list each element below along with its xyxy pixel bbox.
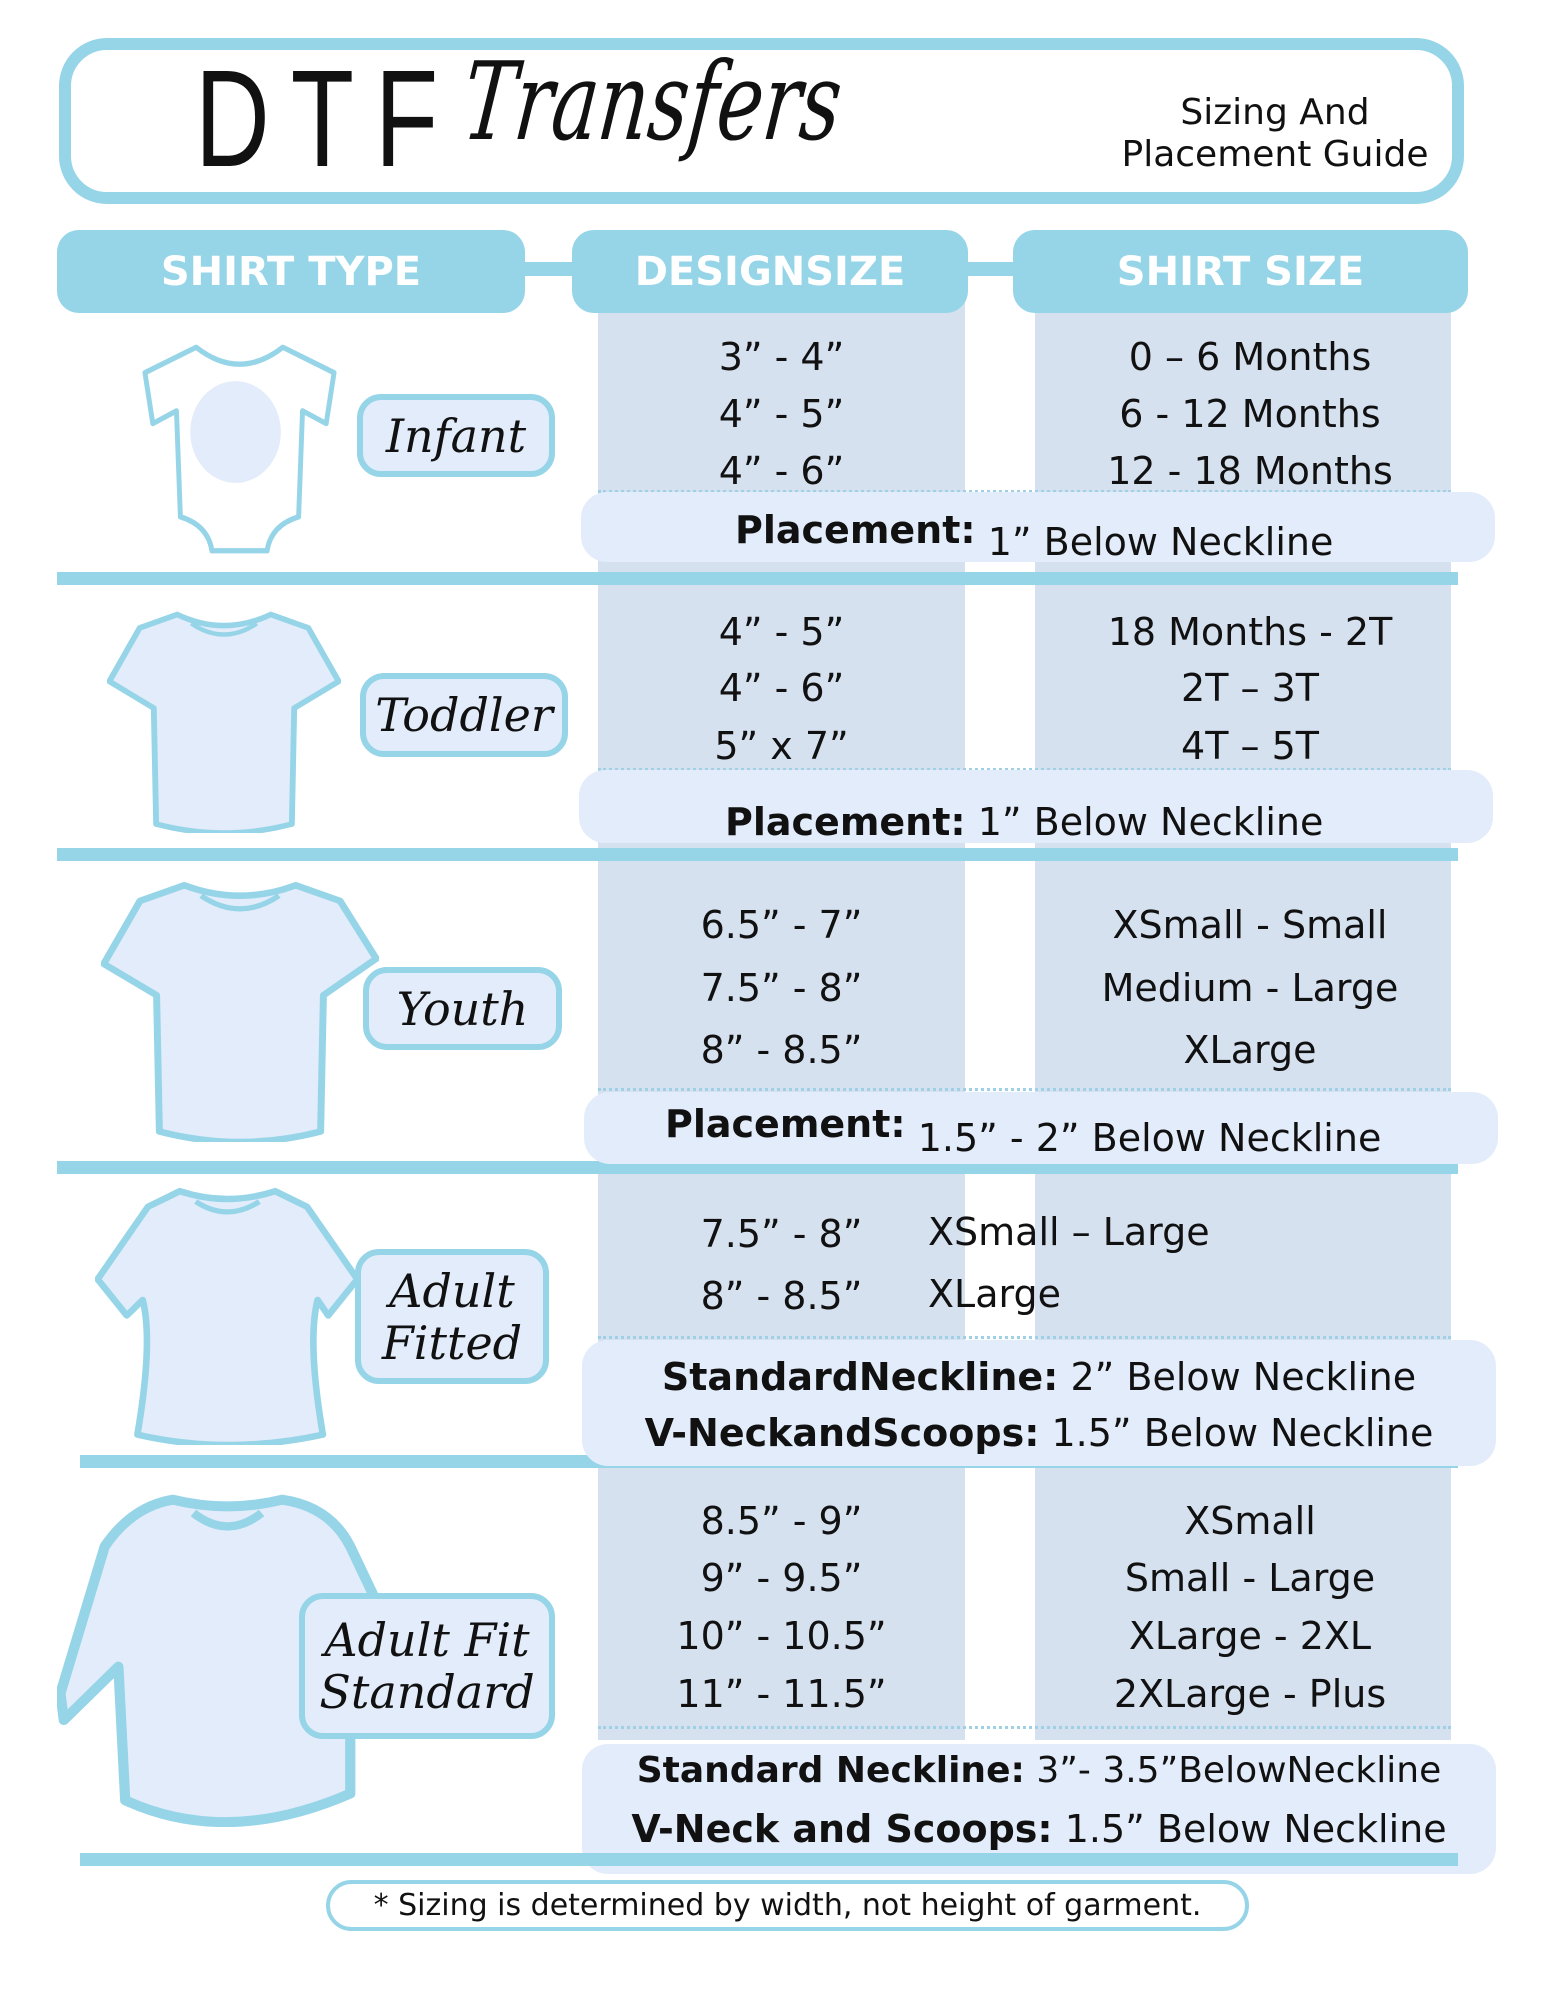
shirt-size: 0 – 6 Months <box>1128 335 1372 379</box>
shirt-type-label-youth: Youth <box>363 967 562 1050</box>
shirt-size: 4T – 5T <box>1181 724 1319 768</box>
design-size: 4” - 5” <box>718 610 845 654</box>
shirt-size: 18 Months - 2T <box>1107 610 1393 654</box>
row-divider <box>57 1161 1458 1174</box>
design-size: 5” x 7” <box>714 724 849 768</box>
design-size: 6.5” - 7” <box>700 903 863 947</box>
design-size: 4” - 5” <box>718 392 845 436</box>
tshirt-icon <box>101 880 379 1142</box>
placement-pill <box>582 1340 1496 1466</box>
design-size: 11” - 11.5” <box>676 1672 887 1716</box>
placement-pill <box>584 1092 1498 1164</box>
placement-text: Placement: 1.5” - 2” Below Neckline <box>665 1102 1381 1160</box>
shirt-size: XLarge - 2XL <box>1128 1614 1372 1658</box>
design-size: 4” - 6” <box>718 666 845 710</box>
placement-label: V-Neck and Scoops: <box>631 1807 1053 1851</box>
placement-label: V-NeckandScoops: <box>644 1411 1040 1455</box>
placement-value: 1.5” - 2” Below Neckline <box>917 1116 1382 1160</box>
subtitle: Sizing And Placement Guide <box>1090 92 1460 176</box>
shirt-size: Medium - Large <box>1101 966 1399 1010</box>
design-size: 10” - 10.5” <box>676 1614 887 1658</box>
subtitle-line-1: Sizing And <box>1180 92 1370 133</box>
row-divider <box>57 572 1458 585</box>
shirt-type-label-adult-fitted: Adult Fitted <box>355 1249 549 1384</box>
tshirt-icon <box>107 610 341 833</box>
dotted-divider <box>598 490 1451 493</box>
shirt-size: XLarge <box>1183 1028 1317 1072</box>
placement-text: V-Neck and Scoops: 1.5” Below Neckline <box>582 1807 1496 1851</box>
placement-label: Placement: <box>725 800 966 844</box>
dotted-divider <box>598 768 1451 771</box>
design-size: 3” - 4” <box>718 335 845 379</box>
fitted-tshirt-icon <box>95 1186 360 1445</box>
header-box <box>59 38 1464 204</box>
design-size: 8” - 8.5” <box>700 1274 863 1318</box>
shirt-size: Small - Large <box>1124 1556 1376 1600</box>
shirt-type-label-adult-fit-standard: Adult Fit Standard <box>299 1593 555 1739</box>
shirt-size: XSmall - Small <box>1112 903 1388 947</box>
subtitle-line-2: Placement Guide <box>1121 134 1429 175</box>
placement-label: Placement: <box>735 508 976 552</box>
shirt-size: 12 - 18 Months <box>1107 449 1393 493</box>
placement-pill <box>579 770 1493 843</box>
placement-text: Standard Neckline: 3”- 3.5”BelowNeckline <box>582 1750 1496 1791</box>
placement-text: Placement: 1” Below Neckline <box>735 508 1333 564</box>
placement-value: 2” Below Neckline <box>1070 1355 1417 1399</box>
placement-label: StandardNeckline: <box>661 1355 1059 1399</box>
column-header-shirt-type: SHIRT TYPE <box>57 230 525 313</box>
shirt-size: 2T – 3T <box>1181 666 1319 710</box>
shirt-size: 2XLarge - Plus <box>1113 1672 1387 1716</box>
shirt-size: XSmall <box>1184 1499 1316 1543</box>
design-size: 9” - 9.5” <box>700 1556 863 1600</box>
onesie-icon <box>141 343 338 555</box>
dotted-divider <box>598 1336 1451 1339</box>
dotted-divider <box>598 1726 1451 1729</box>
header-connector <box>520 262 580 276</box>
placement-label: Placement: <box>665 1102 906 1146</box>
column-header-shirt-size: SHIRT SIZE <box>1013 230 1468 313</box>
header-connector <box>960 262 1020 276</box>
footer-note: * Sizing is determined by width, not hei… <box>326 1880 1249 1931</box>
logo-dtf: DTF <box>195 42 460 196</box>
shirt-size: 6 - 12 Months <box>1119 392 1381 436</box>
placement-value: 1” Below Neckline <box>987 520 1334 564</box>
design-size: 8” - 8.5” <box>700 1028 863 1072</box>
design-size: 7.5” - 8” <box>700 1212 863 1256</box>
tshirt-icon <box>57 1493 398 1827</box>
shirt-type-label-infant: Infant <box>357 394 555 477</box>
shirt-type-label-toddler: Toddler <box>360 673 568 757</box>
placement-text: Placement: 1” Below Neckline <box>725 800 1323 844</box>
placement-value: 1.5” Below Neckline <box>1051 1411 1434 1455</box>
placement-value: 1.5” Below Neckline <box>1064 1807 1447 1851</box>
design-size: 8.5” - 9” <box>700 1499 863 1543</box>
column-header-design-size: DESIGNSIZE <box>572 230 968 313</box>
placement-text: V-NeckandScoops: 1.5” Below Neckline <box>582 1411 1496 1455</box>
placement-text: StandardNeckline: 2” Below Neckline <box>582 1355 1496 1399</box>
placement-label: Standard Neckline: <box>636 1750 1025 1791</box>
placement-pill <box>582 1744 1496 1874</box>
row-divider <box>57 848 1458 861</box>
shirt-size: XLarge <box>928 1272 1061 1316</box>
logo-script: Transfers <box>457 40 848 165</box>
placement-value: 3”- 3.5”BelowNeckline <box>1036 1750 1442 1791</box>
placement-pill <box>581 492 1495 562</box>
shirt-size: XSmall – Large <box>928 1210 1210 1254</box>
row-divider <box>80 1853 1458 1866</box>
design-size: 7.5” - 8” <box>700 966 863 1010</box>
dotted-divider <box>598 1088 1451 1091</box>
placement-value: 1” Below Neckline <box>977 800 1324 844</box>
design-size: 4” - 6” <box>718 449 845 493</box>
